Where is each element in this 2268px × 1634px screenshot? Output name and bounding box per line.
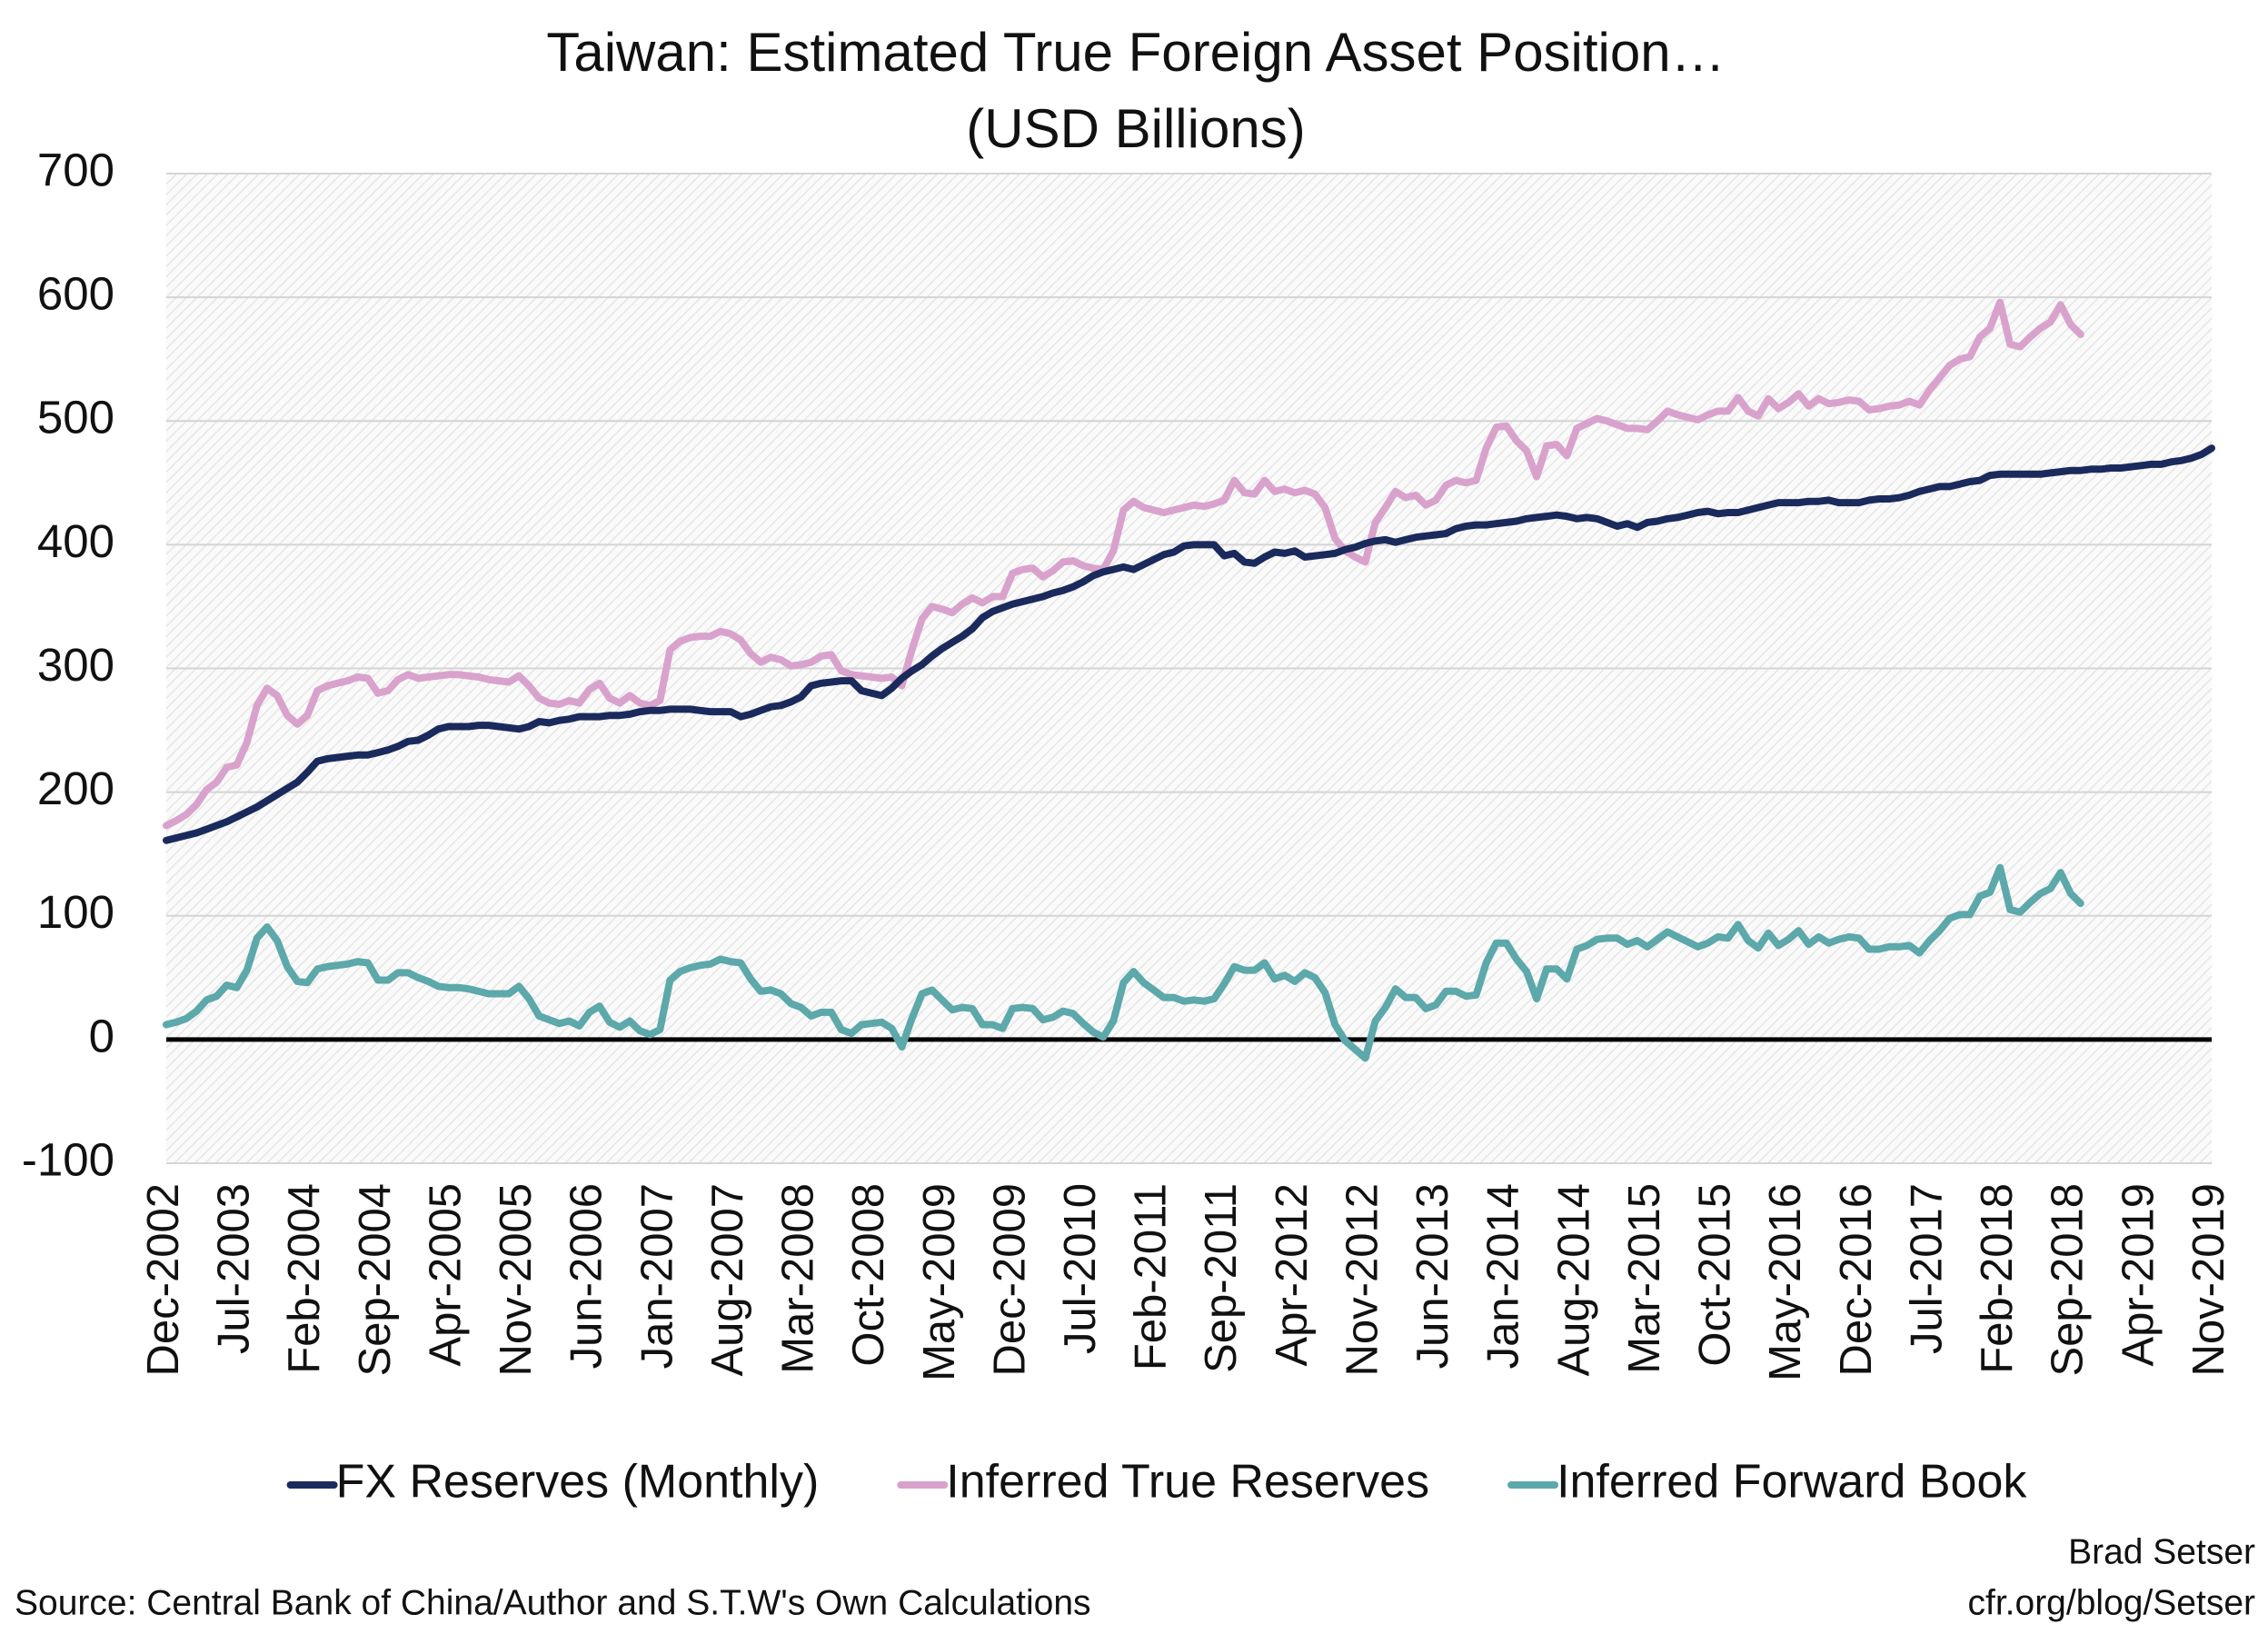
x-tick-label: Mar-2015: [1620, 1183, 1669, 1374]
y-tick-label: -100: [22, 1133, 114, 1185]
x-tick-label: Aug-2007: [703, 1183, 752, 1377]
chart-title: Taiwan: Estimated True Foreign Asset Pos…: [546, 22, 1725, 83]
y-tick-label: 0: [89, 1010, 114, 1061]
x-tick-label: Apr-2012: [1268, 1183, 1317, 1367]
x-tick-label: Dec-2016: [1832, 1183, 1881, 1376]
x-tick-label: Feb-2004: [280, 1183, 329, 1374]
x-tick-label: Feb-2011: [1127, 1183, 1176, 1370]
y-tick-label: 400: [37, 515, 114, 567]
y-tick-label: 200: [37, 762, 114, 814]
x-tick-label: Apr-2005: [421, 1183, 470, 1367]
source-note: Source: Central Bank of China/Author and…: [15, 1583, 1091, 1622]
series-line: [163, 444, 2215, 844]
x-tick-label: Jul-2017: [1902, 1183, 1951, 1354]
x-tick-label: Oct-2015: [1691, 1183, 1740, 1367]
x-tick-label: Sep-2018: [2044, 1183, 2093, 1377]
x-tick-label: Jul-2010: [1056, 1183, 1105, 1354]
y-tick-label: 100: [37, 886, 114, 938]
x-tick-label: Jan-2014: [1479, 1183, 1528, 1369]
x-tick-label: Nov-2005: [492, 1183, 541, 1376]
y-tick-label: 500: [37, 392, 114, 443]
series-line: [163, 863, 2084, 1062]
x-tick-label: Oct-2008: [844, 1183, 893, 1367]
legend-label: FX Reserves (Monthly): [336, 1456, 820, 1509]
x-tick-label: Mar-2008: [774, 1183, 823, 1374]
x-tick-label: Dec-2002: [139, 1183, 188, 1376]
x-tick-label: Nov-2019: [2184, 1183, 2233, 1376]
x-tick-label: Nov-2012: [1338, 1183, 1387, 1376]
x-tick-label: Aug-2014: [1549, 1183, 1598, 1377]
chart-subtitle: (USD Billions): [966, 98, 1305, 159]
y-tick-label: 700: [37, 144, 114, 195]
author-credit: Brad Setser: [2068, 1532, 2255, 1571]
x-tick-label: May-2016: [1761, 1183, 1810, 1381]
legend-label: Inferred True Reserves: [946, 1456, 1429, 1509]
x-tick-label: Jun-2006: [562, 1183, 612, 1369]
x-tick-label: Dec-2009: [985, 1183, 1034, 1376]
author-url: cfr.org/blog/Setser: [1968, 1583, 2256, 1622]
x-tick-label: Jan-2007: [632, 1183, 681, 1369]
x-tick-label: Jun-2013: [1408, 1183, 1457, 1369]
x-tick-label: Apr-2019: [2114, 1183, 2163, 1367]
y-tick-label: 300: [37, 639, 114, 691]
x-tick-label: Feb-2018: [1973, 1183, 2022, 1374]
legend-label: Inferred Forward Book: [1557, 1456, 2027, 1509]
y-tick-label: 600: [37, 268, 114, 320]
x-tick-label: Sep-2004: [351, 1183, 400, 1377]
x-tick-label: Jul-2003: [210, 1183, 259, 1354]
x-tick-label: Sep-2011: [1197, 1183, 1246, 1373]
series-line: [163, 298, 2084, 830]
legend: FX Reserves (Monthly) Inferred True Reser…: [286, 1456, 2027, 1509]
x-tick-label: May-2009: [915, 1183, 964, 1381]
